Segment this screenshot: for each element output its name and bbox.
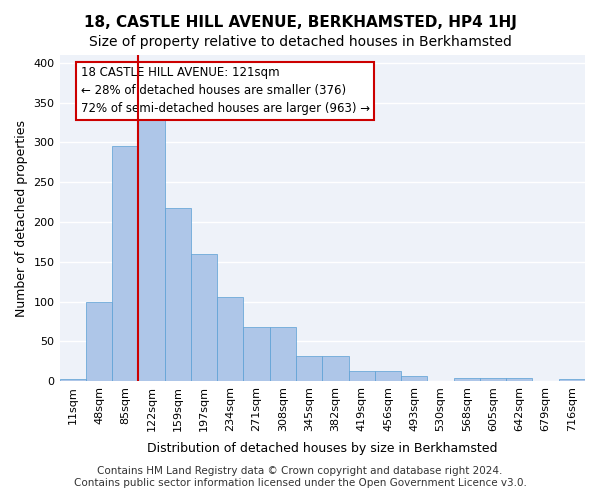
Text: 18 CASTLE HILL AVENUE: 121sqm
← 28% of detached houses are smaller (376)
72% of : 18 CASTLE HILL AVENUE: 121sqm ← 28% of d… <box>80 66 370 116</box>
Bar <box>559 378 585 381</box>
Bar <box>480 378 506 381</box>
Bar <box>86 302 112 381</box>
Bar <box>217 296 244 381</box>
Bar <box>59 378 86 381</box>
Bar <box>401 376 427 381</box>
Bar <box>349 372 375 381</box>
Y-axis label: Number of detached properties: Number of detached properties <box>15 120 28 316</box>
Bar <box>164 208 191 381</box>
Bar <box>139 120 164 381</box>
Text: Size of property relative to detached houses in Berkhamsted: Size of property relative to detached ho… <box>89 35 511 49</box>
Bar <box>506 378 532 381</box>
Bar <box>296 356 322 381</box>
Bar <box>191 254 217 381</box>
Text: 18, CASTLE HILL AVENUE, BERKHAMSTED, HP4 1HJ: 18, CASTLE HILL AVENUE, BERKHAMSTED, HP4… <box>83 15 517 30</box>
Bar <box>112 146 139 381</box>
Bar <box>322 356 349 381</box>
X-axis label: Distribution of detached houses by size in Berkhamsted: Distribution of detached houses by size … <box>147 442 497 455</box>
Bar <box>244 327 270 381</box>
Text: Contains HM Land Registry data © Crown copyright and database right 2024.
Contai: Contains HM Land Registry data © Crown c… <box>74 466 526 487</box>
Bar <box>270 327 296 381</box>
Bar <box>454 378 480 381</box>
Bar <box>375 372 401 381</box>
